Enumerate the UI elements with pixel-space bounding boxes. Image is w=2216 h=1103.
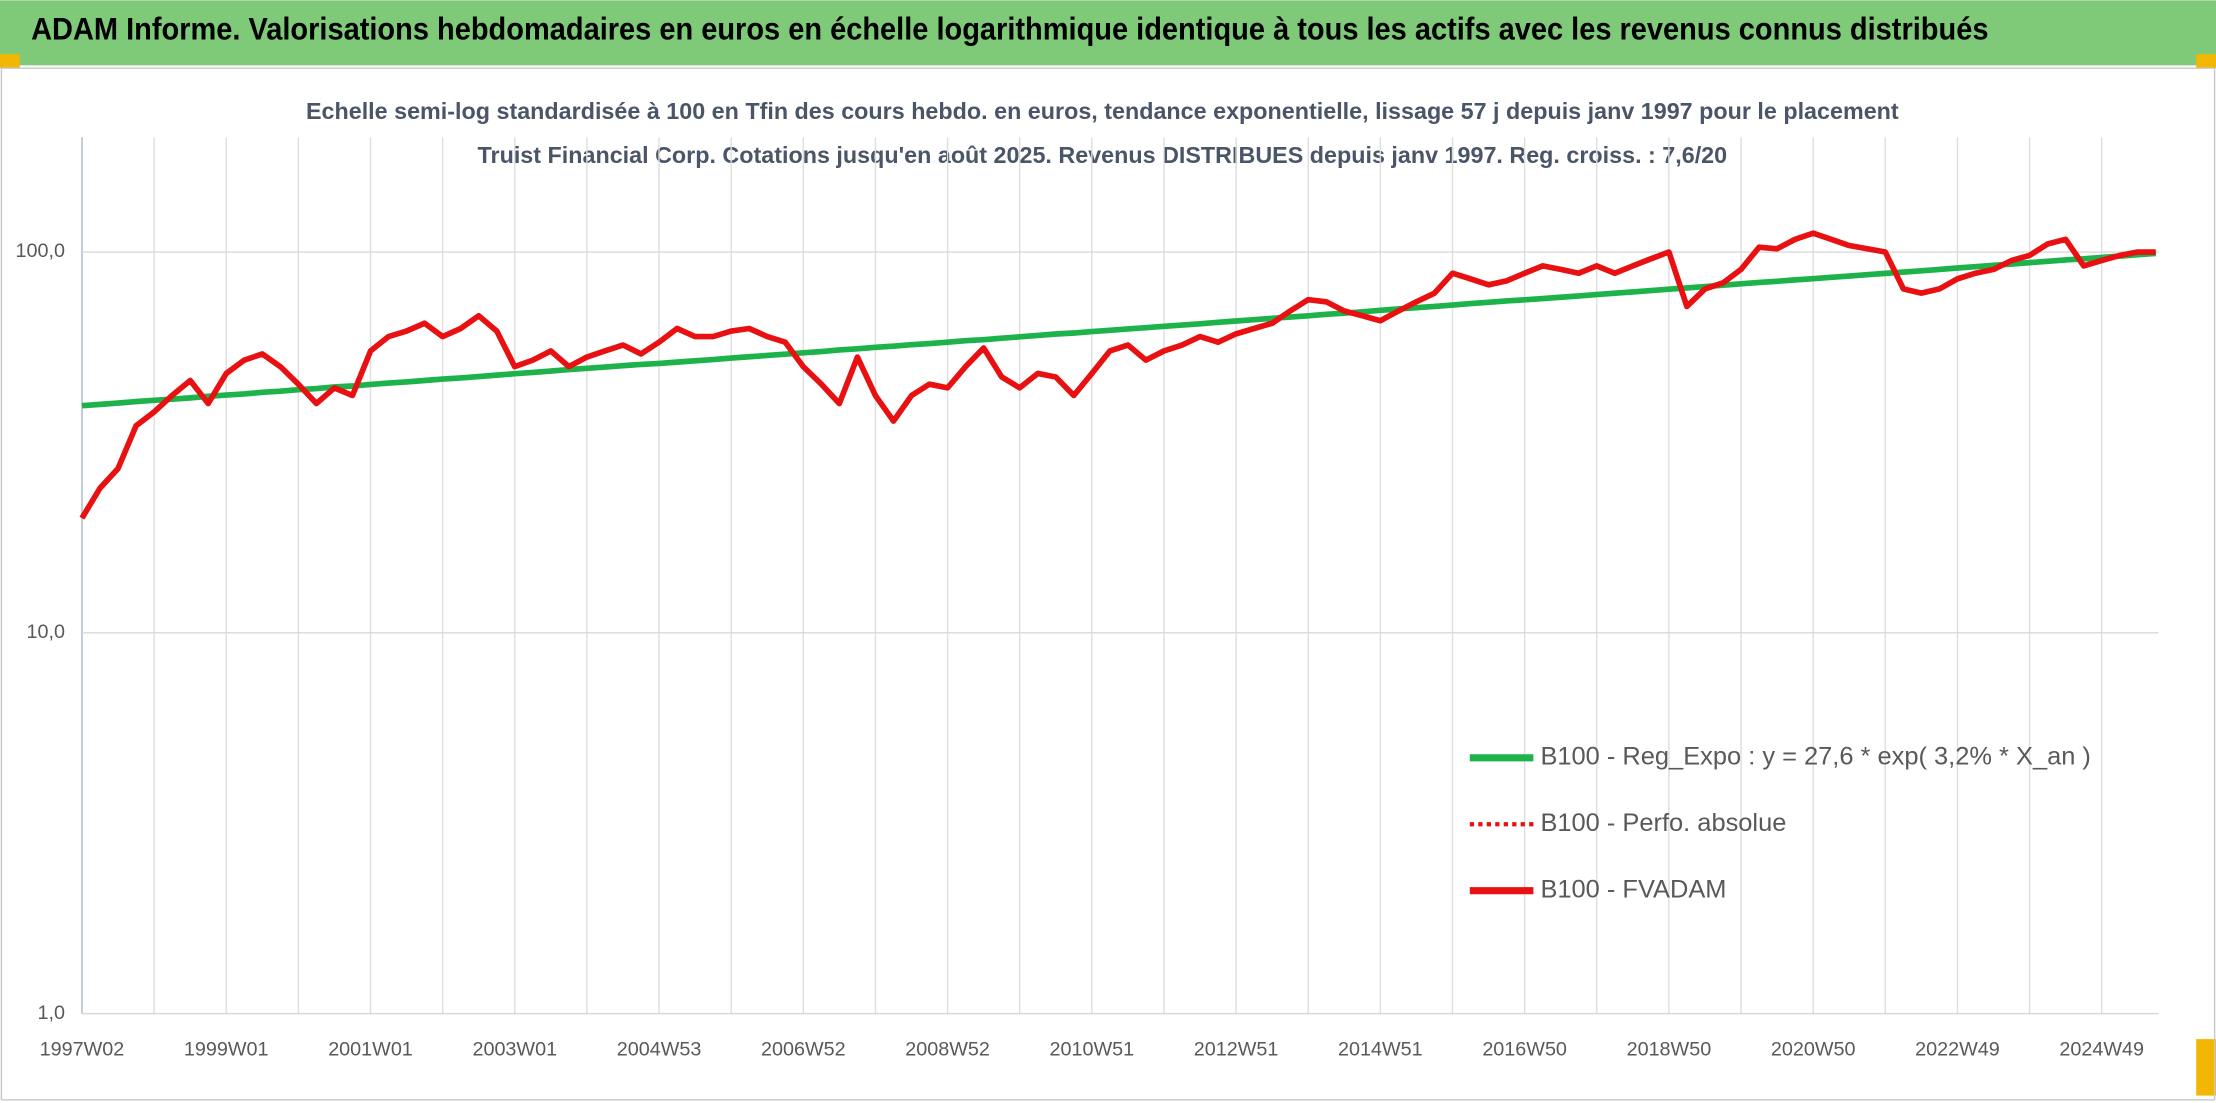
x-tick-label: 1997W02 [40,1039,125,1061]
x-tick-label: 2014W51 [1338,1039,1423,1061]
y-tick-label: 10,0 [27,621,65,643]
chart-title: ADAM Informe. Valorisations hebdomadaire… [31,12,1988,47]
x-tick-label: 2006W52 [761,1039,846,1061]
x-tick-label: 2022W49 [1915,1039,2000,1061]
x-tick-label: 2008W52 [905,1039,990,1061]
x-tick-label: 2024W49 [2059,1039,2144,1061]
chart-subtitle: Echelle semi-log standardisée à 100 en T… [305,99,1899,169]
x-tick-label: 1999W01 [184,1039,269,1061]
series-line [81,250,2156,409]
x-tick-label: 2003W01 [472,1039,557,1061]
legend-label: B100 - FVADAM [1540,875,1726,903]
y-tick-label: 100,0 [16,240,65,262]
x-tick-label: 2010W51 [1050,1039,1135,1061]
corner [2196,1039,2216,1096]
x-tick-label: 2012W51 [1194,1039,1279,1061]
x-tick-label: 2001W01 [328,1039,413,1061]
x-tick-label: 2020W50 [1771,1039,1856,1061]
series-line [79,230,2156,520]
header-bar [0,0,2216,66]
legend-label: B100 - Reg_Expo : y = 27,6 * exp( 3,2% *… [1540,743,2090,771]
frame [0,67,2216,1101]
x-tick-label: 2018W50 [1627,1039,1712,1061]
y-tick-label: 1,0 [38,1002,65,1024]
legend-label: B100 - Perfo. absolue [1540,809,1786,837]
corner [0,54,20,69]
x-tick-label: 2016W50 [1482,1039,1567,1061]
subtitle-box: Echelle semi-log standardisée à 100 en T… [305,99,1899,169]
corner [2196,54,2216,69]
x-tick-label: 2004W53 [617,1039,702,1061]
